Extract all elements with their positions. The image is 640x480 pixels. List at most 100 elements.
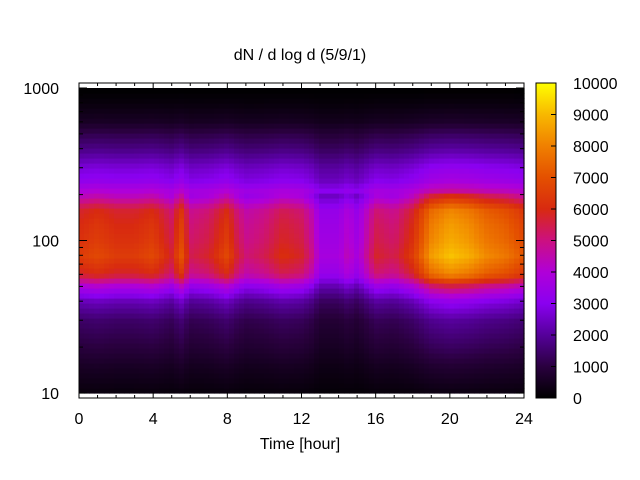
heatmap-cell (329, 118, 335, 124)
heatmap-cell (284, 203, 290, 209)
heatmap-cell (134, 228, 140, 234)
heatmap-cell (204, 128, 210, 134)
heatmap-cell (284, 93, 290, 99)
heatmap-cell (414, 378, 420, 384)
heatmap-cell (194, 108, 200, 114)
heatmap-cell (194, 143, 200, 149)
heatmap-cell (99, 278, 105, 284)
heatmap-cell (479, 153, 485, 159)
heatmap-cell (204, 273, 210, 279)
heatmap-cell (334, 128, 340, 134)
heatmap-cell (139, 148, 145, 154)
heatmap-cell (179, 368, 185, 374)
heatmap-cell (134, 323, 140, 329)
heatmap-cell (164, 258, 170, 264)
heatmap-cell (164, 288, 170, 294)
heatmap-cell (209, 203, 215, 209)
heatmap-cell (294, 143, 300, 149)
heatmap-cell (139, 353, 145, 359)
heatmap-cell (229, 368, 235, 374)
heatmap-cell (259, 133, 265, 139)
heatmap-cell (104, 288, 110, 294)
heatmap-cell (79, 373, 85, 379)
heatmap-cell (94, 188, 100, 194)
heatmap-cell (484, 283, 490, 289)
heatmap-cell (409, 248, 415, 254)
heatmap-cell (164, 143, 170, 149)
heatmap-cell (299, 113, 305, 119)
heatmap-cell (134, 243, 140, 249)
heatmap-cell (459, 293, 465, 299)
heatmap-cell (89, 343, 95, 349)
heatmap-cell (304, 198, 310, 204)
heatmap-cell (139, 388, 145, 394)
heatmap-cell (479, 123, 485, 129)
heatmap-cell (249, 218, 255, 224)
heatmap-cell (189, 318, 195, 324)
heatmap-cell (249, 313, 255, 319)
heatmap-cell (314, 173, 320, 179)
heatmap-cell (474, 133, 480, 139)
heatmap-cell (484, 323, 490, 329)
heatmap-cell (94, 163, 100, 169)
heatmap-cell (314, 253, 320, 259)
heatmap-cell (84, 383, 90, 389)
heatmap-cell (109, 178, 115, 184)
heatmap-cell (409, 188, 415, 194)
heatmap-cell (329, 193, 335, 199)
heatmap-cell (229, 143, 235, 149)
heatmap-cell (84, 373, 90, 379)
heatmap-cell (479, 88, 485, 94)
heatmap-cell (264, 168, 270, 174)
heatmap-cell (164, 208, 170, 214)
heatmap-cell (339, 158, 345, 164)
heatmap-cell (259, 233, 265, 239)
heatmap-cell (269, 223, 275, 229)
heatmap-cell (319, 113, 325, 119)
heatmap-cell (159, 268, 165, 274)
heatmap-cell (109, 123, 115, 129)
heatmap-cell (474, 298, 480, 304)
heatmap-cell (469, 218, 475, 224)
heatmap-cell (469, 128, 475, 134)
heatmap-cell (394, 158, 400, 164)
heatmap-cell (334, 148, 340, 154)
heatmap-cell (129, 93, 135, 99)
heatmap-cell (214, 168, 220, 174)
heatmap-cell (394, 328, 400, 334)
heatmap-cell (269, 98, 275, 104)
heatmap-cell (299, 273, 305, 279)
heatmap-cell (124, 358, 130, 364)
heatmap-cell (344, 143, 350, 149)
heatmap-cell (274, 318, 280, 324)
heatmap-cell (359, 308, 365, 314)
heatmap-cell (109, 348, 115, 354)
heatmap-cell (239, 183, 245, 189)
heatmap-cell (444, 303, 450, 309)
heatmap-cell (424, 323, 430, 329)
heatmap-cell (229, 248, 235, 254)
heatmap-cell (484, 268, 490, 274)
heatmap-cell (104, 293, 110, 299)
heatmap-cell (294, 193, 300, 199)
heatmap-cell (119, 203, 125, 209)
heatmap-cell (104, 198, 110, 204)
heatmap-cell (129, 128, 135, 134)
heatmap-cell (479, 253, 485, 259)
heatmap-cell (304, 373, 310, 379)
heatmap-cell (319, 338, 325, 344)
heatmap-cell (154, 293, 160, 299)
heatmap-cell (159, 108, 165, 114)
heatmap-cell (294, 208, 300, 214)
heatmap-cell (224, 168, 230, 174)
heatmap-cell (439, 333, 445, 339)
heatmap-cell (169, 223, 175, 229)
heatmap-cell (89, 303, 95, 309)
heatmap-cell (224, 103, 230, 109)
heatmap-cell (189, 218, 195, 224)
heatmap-cell (209, 388, 215, 394)
heatmap-cell (299, 258, 305, 264)
heatmap-cell (134, 103, 140, 109)
heatmap-cell (219, 273, 225, 279)
heatmap-cell (474, 143, 480, 149)
